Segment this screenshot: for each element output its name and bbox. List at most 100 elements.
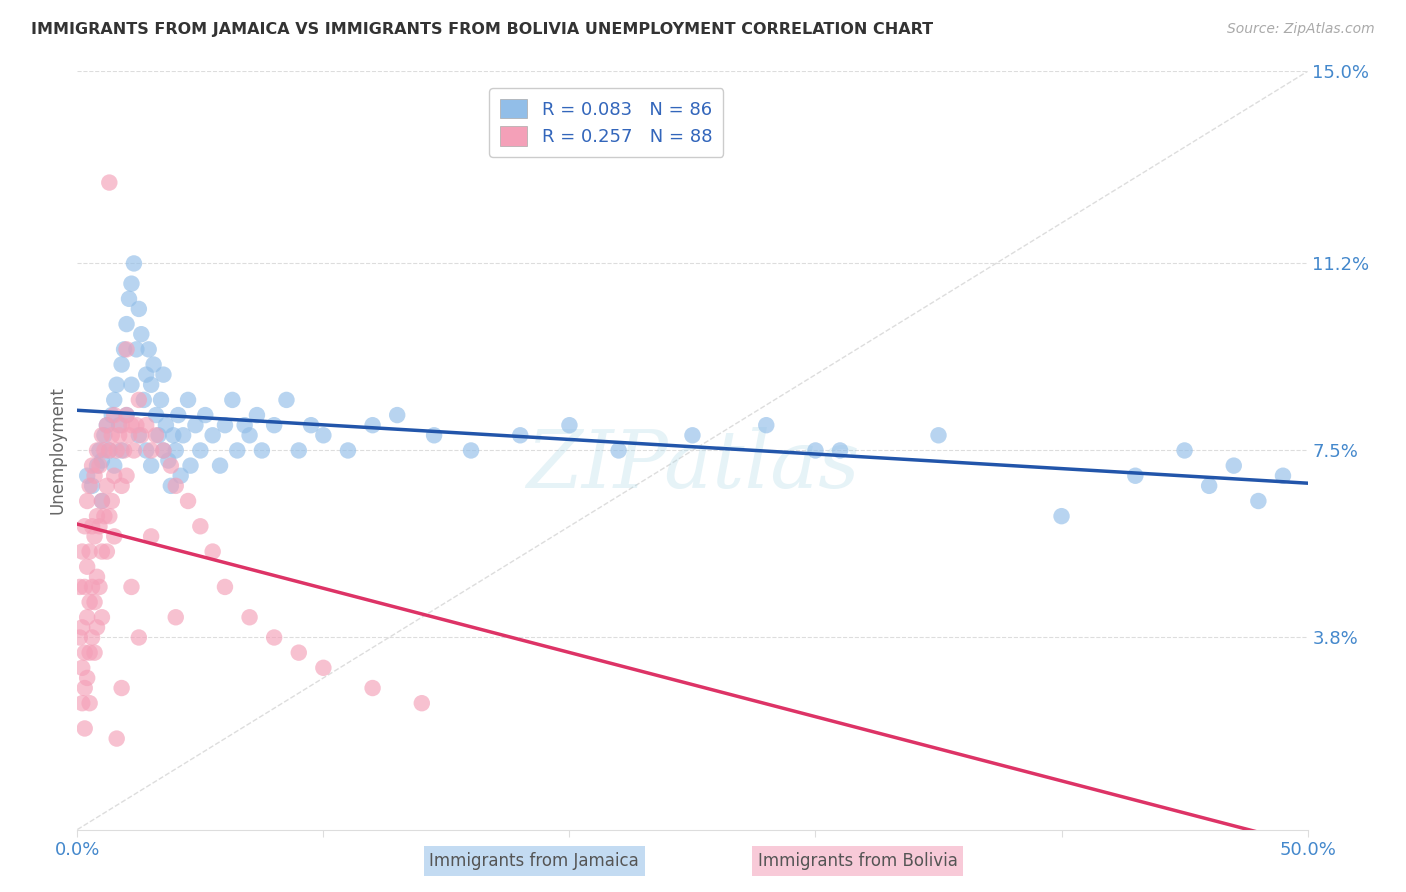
Point <box>122 443 145 458</box>
Point <box>250 443 273 458</box>
Point <box>76 559 98 574</box>
Point <box>89 458 111 473</box>
Point <box>142 358 165 372</box>
Point <box>411 696 433 710</box>
Point <box>214 418 236 433</box>
Point <box>90 494 114 508</box>
Point <box>128 428 150 442</box>
Point <box>221 392 243 407</box>
Point <box>361 681 384 695</box>
Point <box>82 580 104 594</box>
Point <box>121 580 143 594</box>
Point <box>830 443 852 458</box>
Point <box>101 494 124 508</box>
Point <box>111 681 132 695</box>
Point <box>108 428 131 442</box>
Point <box>361 418 384 433</box>
Point <box>1050 509 1073 524</box>
Point <box>804 443 827 458</box>
Point <box>165 479 187 493</box>
Point <box>129 428 153 442</box>
Point <box>201 544 224 558</box>
Point <box>83 646 105 660</box>
Point <box>460 443 482 458</box>
Point <box>86 620 108 634</box>
Point <box>121 377 143 392</box>
Point <box>184 418 207 433</box>
Point <box>93 428 115 442</box>
Point <box>135 418 157 433</box>
Point <box>121 277 143 291</box>
Point <box>135 368 157 382</box>
Point <box>101 408 124 422</box>
Point <box>1223 458 1246 473</box>
Point <box>121 418 143 433</box>
Point <box>93 509 115 524</box>
Point <box>98 443 121 458</box>
Point <box>69 631 91 645</box>
Point <box>1125 468 1147 483</box>
Point <box>152 368 174 382</box>
Point <box>165 443 187 458</box>
Point <box>509 428 531 442</box>
Point <box>89 519 111 533</box>
Point <box>82 519 104 533</box>
Point <box>69 580 91 594</box>
Point <box>1198 479 1220 493</box>
Point <box>239 610 262 624</box>
Point <box>263 418 285 433</box>
Point <box>83 529 105 543</box>
Point <box>70 661 93 675</box>
Point <box>115 408 138 422</box>
Point <box>152 443 174 458</box>
Point <box>101 428 124 442</box>
Point <box>86 458 108 473</box>
Point <box>73 580 96 594</box>
Point <box>167 408 190 422</box>
Text: Source: ZipAtlas.com: Source: ZipAtlas.com <box>1227 22 1375 37</box>
Point <box>86 570 108 584</box>
Point <box>188 443 212 458</box>
Point <box>103 529 125 543</box>
Point <box>1272 468 1295 483</box>
Point <box>118 292 141 306</box>
Point <box>103 468 125 483</box>
Point <box>233 418 256 433</box>
Point <box>201 428 224 442</box>
Point <box>1174 443 1197 458</box>
Point <box>246 408 269 422</box>
Point <box>79 595 101 609</box>
Point <box>423 428 446 442</box>
Point <box>148 428 170 442</box>
Point <box>89 580 111 594</box>
Point <box>157 453 180 467</box>
Point <box>89 443 111 458</box>
Point <box>128 301 150 316</box>
Text: ZIPatlas: ZIPatlas <box>526 427 859 504</box>
Point <box>98 176 121 190</box>
Point <box>141 443 163 458</box>
Point <box>299 418 322 433</box>
Point <box>141 377 163 392</box>
Point <box>98 443 121 458</box>
Point <box>162 428 184 442</box>
Point <box>172 428 194 442</box>
Point <box>90 428 114 442</box>
Point <box>111 418 132 433</box>
Point <box>90 544 114 558</box>
Point <box>128 392 150 407</box>
Point <box>90 610 114 624</box>
Point <box>79 646 101 660</box>
Point <box>103 392 125 407</box>
Point <box>76 494 98 508</box>
Point <box>115 317 138 331</box>
Point <box>312 428 335 442</box>
Point <box>128 631 150 645</box>
Point <box>177 392 200 407</box>
Point <box>160 458 183 473</box>
Point <box>288 646 311 660</box>
Point <box>82 458 104 473</box>
Point <box>209 458 232 473</box>
Point <box>73 519 96 533</box>
Point <box>928 428 950 442</box>
